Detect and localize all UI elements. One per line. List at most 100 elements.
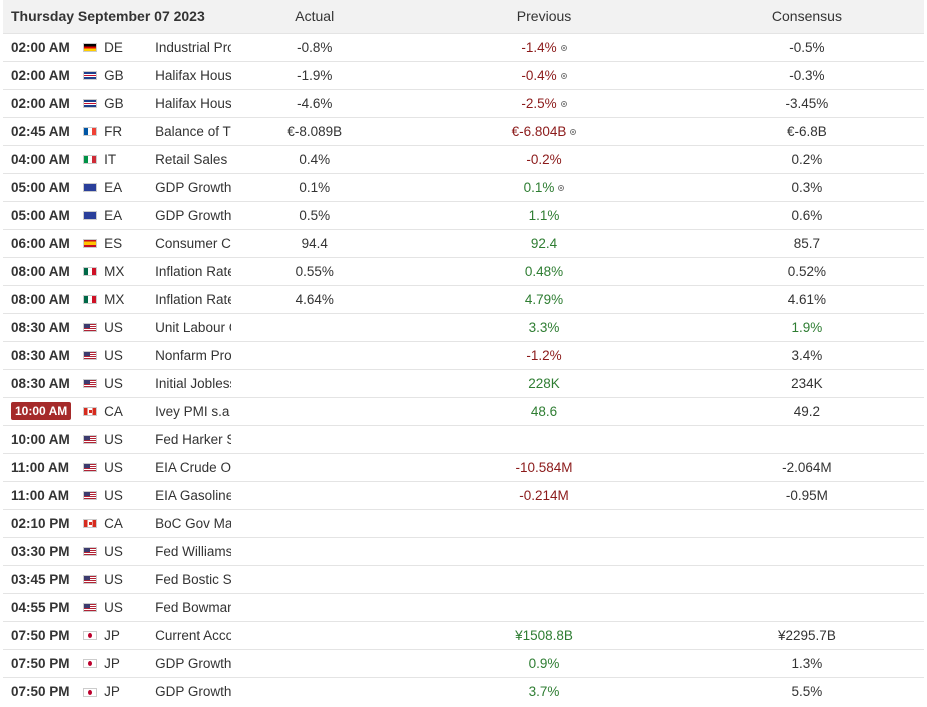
event-name-link[interactable]: GDP Growth Rate QoQ 3rd Est bbox=[155, 179, 232, 195]
previous-header: Previous bbox=[516, 8, 572, 25]
actual-value bbox=[231, 481, 398, 509]
table-row[interactable]: 11:00 AM US EIA Crude Oil Stocks ChangeS… bbox=[3, 453, 924, 481]
event-name-link[interactable]: Balance of Trade bbox=[155, 123, 231, 139]
revised-indicator-icon[interactable] bbox=[560, 100, 567, 107]
event-name-link[interactable]: Halifax House Price Index MoM bbox=[155, 67, 232, 83]
consensus-value: 1.3% bbox=[791, 655, 823, 671]
table-row[interactable]: 04:55 PM US Fed Bowman Speech bbox=[3, 593, 924, 621]
table-row[interactable]: 05:00 AM EA GDP Growth Rate YoY 3rd EstQ… bbox=[3, 201, 924, 229]
consensus-value: 234K bbox=[791, 375, 823, 391]
table-row[interactable]: 04:00 AM IT Retail Sales MoMJUL 0.4% -0.… bbox=[3, 145, 924, 173]
event-cell: Industrial Production MoMJUL bbox=[155, 33, 231, 61]
flag-us-icon bbox=[83, 547, 98, 557]
actual-value: 0.1% bbox=[299, 179, 331, 195]
consensus-value: 3.4% bbox=[791, 347, 823, 363]
actual-value: -1.9% bbox=[297, 67, 333, 83]
table-row[interactable]: 10:00 AM US Fed Harker Speech bbox=[3, 425, 924, 453]
revised-indicator-icon[interactable] bbox=[570, 128, 577, 135]
table-row[interactable]: 02:00 AM DE Industrial Production MoMJUL… bbox=[3, 33, 924, 61]
revised-indicator-icon[interactable] bbox=[560, 72, 567, 79]
country-code: GB bbox=[104, 95, 124, 111]
table-row[interactable]: 08:30 AM US Unit Labour Costs QoQ FinalQ… bbox=[3, 313, 924, 341]
actual-value: 4.64% bbox=[295, 291, 334, 307]
country-cell: US bbox=[79, 453, 155, 481]
previous-value: 92.4 bbox=[530, 235, 558, 251]
flag-it-icon bbox=[83, 155, 98, 165]
event-time: 03:45 PM bbox=[11, 571, 70, 587]
event-name-link[interactable]: Inflation Rate YoY bbox=[155, 291, 231, 307]
event-cell: Fed Williams Speech bbox=[155, 537, 231, 565]
event-time: 08:30 AM bbox=[11, 347, 70, 363]
event-cell: BoC Gov Macklem Speech bbox=[155, 509, 231, 537]
actual-value: 0.4% bbox=[299, 151, 331, 167]
table-row[interactable]: 02:45 AM FR Balance of TradeJUL €-8.089B… bbox=[3, 117, 924, 145]
actual-value bbox=[231, 341, 398, 369]
event-time-cell: 07:50 PM bbox=[3, 649, 79, 677]
table-row[interactable]: 03:30 PM US Fed Williams Speech bbox=[3, 537, 924, 565]
event-name-link[interactable]: BoC Gov Macklem Speech bbox=[155, 515, 231, 531]
event-name-link[interactable]: Industrial Production MoM bbox=[155, 39, 231, 55]
event-name-link[interactable]: Fed Harker Speech bbox=[155, 431, 231, 447]
event-name-link[interactable]: EIA Crude Oil Stocks Change bbox=[155, 459, 231, 475]
revised-indicator-icon[interactable] bbox=[558, 184, 565, 191]
previous-value: -0.2% bbox=[526, 151, 562, 167]
event-name-link[interactable]: Current Account bbox=[155, 627, 231, 643]
event-time: 02:00 AM bbox=[11, 95, 70, 111]
event-name-link[interactable]: Nonfarm Productivity QoQ Final bbox=[155, 347, 232, 363]
country-code: US bbox=[104, 375, 123, 391]
consensus-value: -0.5% bbox=[789, 39, 825, 55]
event-time-cell: 02:10 PM bbox=[3, 509, 79, 537]
country-code: EA bbox=[104, 207, 123, 223]
event-name-link[interactable]: GDP Growth Annualized Final bbox=[155, 683, 232, 699]
event-time-cell: 08:00 AM bbox=[3, 285, 79, 313]
event-name-link[interactable]: Fed Bowman Speech bbox=[155, 599, 232, 615]
actual-value: 0.5% bbox=[299, 207, 331, 223]
event-time: 04:00 AM bbox=[11, 151, 70, 167]
event-name-link[interactable]: Fed Bostic Speech bbox=[155, 571, 232, 587]
country-code: JP bbox=[104, 683, 120, 699]
event-name-link[interactable]: GDP Growth Rate YoY 3rd Est bbox=[155, 207, 232, 223]
table-row[interactable]: 08:00 AM MX Inflation Rate YoYAUG 4.64% … bbox=[3, 285, 924, 313]
event-name-link[interactable]: Halifax House Price Index YoY bbox=[155, 95, 232, 111]
table-row[interactable]: 05:00 AM EA GDP Growth Rate QoQ 3rd EstQ… bbox=[3, 173, 924, 201]
event-name-link[interactable]: Ivey PMI s.a bbox=[155, 403, 230, 419]
event-name-link[interactable]: Unit Labour Costs QoQ Final bbox=[155, 319, 231, 335]
table-row[interactable]: 10:00 AM CA Ivey PMI s.aAUG 48.6 49.2 bbox=[3, 397, 924, 425]
event-name-link[interactable]: Initial Jobless Claims bbox=[155, 375, 231, 391]
event-cell: Fed Bowman Speech bbox=[155, 593, 231, 621]
table-row[interactable]: 06:00 AM ES Consumer ConfidenceJUL 94.4 … bbox=[3, 229, 924, 257]
event-name-link[interactable]: GDP Growth Rate QoQ Final bbox=[155, 655, 232, 671]
event-cell: Initial Jobless ClaimsSEP/02 bbox=[155, 369, 231, 397]
consensus-value: -2.064M bbox=[782, 459, 832, 475]
previous-cell: -0.214M bbox=[398, 481, 690, 509]
event-name-link[interactable]: Retail Sales MoM bbox=[155, 151, 231, 167]
table-row[interactable]: 07:50 PM JP GDP Growth Annualized FinalQ… bbox=[3, 677, 924, 705]
calendar-table: Thursday September 07 2023 Actual Previo… bbox=[3, 0, 924, 705]
event-name-link[interactable]: EIA Gasoline Stocks Change bbox=[155, 487, 232, 503]
table-row[interactable]: 11:00 AM US EIA Gasoline Stocks ChangeSE… bbox=[3, 481, 924, 509]
consensus-value: 0.3% bbox=[791, 179, 823, 195]
table-row[interactable]: 02:00 AM GB Halifax House Price Index Yo… bbox=[3, 89, 924, 117]
previous-value: ¥1508.8B bbox=[515, 627, 573, 643]
event-cell: Unit Labour Costs QoQ FinalQ2 bbox=[155, 313, 231, 341]
table-row[interactable]: 02:00 AM GB Halifax House Price Index Mo… bbox=[3, 61, 924, 89]
revised-indicator-icon[interactable] bbox=[560, 44, 567, 51]
table-row[interactable]: 08:30 AM US Initial Jobless ClaimsSEP/02… bbox=[3, 369, 924, 397]
actual-value bbox=[231, 593, 398, 621]
event-time: 08:30 AM bbox=[11, 375, 70, 391]
table-row[interactable]: 07:50 PM JP GDP Growth Rate QoQ FinalQ2 … bbox=[3, 649, 924, 677]
consensus-value: 5.5% bbox=[791, 683, 823, 699]
flag-jp-icon bbox=[83, 687, 98, 697]
event-time-cell: 08:00 AM bbox=[3, 257, 79, 285]
table-row[interactable]: 08:30 AM US Nonfarm Productivity QoQ Fin… bbox=[3, 341, 924, 369]
table-row[interactable]: 08:00 AM MX Inflation Rate MoMAUG 0.55% … bbox=[3, 257, 924, 285]
table-row[interactable]: 03:45 PM US Fed Bostic Speech bbox=[3, 565, 924, 593]
event-name-link[interactable]: Inflation Rate MoM bbox=[155, 263, 231, 279]
event-name-link[interactable]: Consumer Confidence bbox=[155, 235, 231, 251]
event-name-link[interactable]: Fed Williams Speech bbox=[155, 543, 232, 559]
table-row[interactable]: 02:10 PM CA BoC Gov Macklem Speech bbox=[3, 509, 924, 537]
consensus-value: 85.7 bbox=[793, 235, 821, 251]
previous-value: €-6.804B bbox=[511, 123, 567, 139]
table-row[interactable]: 07:50 PM JP Current AccountJUL ¥1508.8B … bbox=[3, 621, 924, 649]
country-cell: US bbox=[79, 537, 155, 565]
